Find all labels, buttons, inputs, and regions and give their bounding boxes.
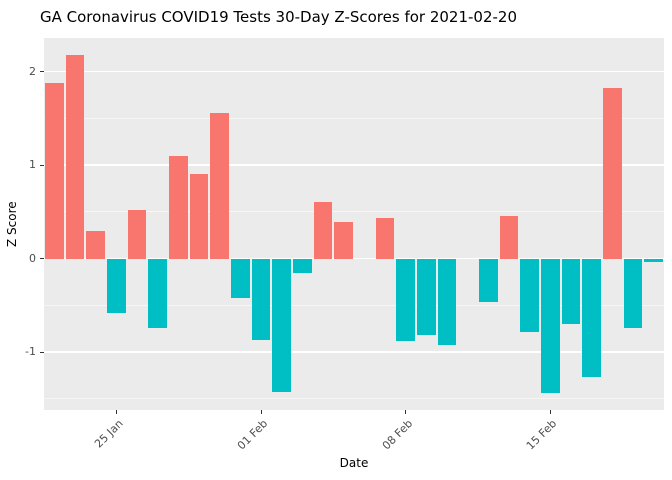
bar <box>127 209 147 259</box>
bar <box>148 258 167 328</box>
bar <box>45 82 64 259</box>
bar <box>375 218 395 259</box>
x-tick-mark <box>260 410 262 414</box>
bar <box>86 230 105 259</box>
bar <box>520 258 539 333</box>
bar <box>169 155 188 259</box>
bar <box>313 201 333 259</box>
y-tick-label: 2 <box>29 64 36 78</box>
bar <box>582 258 601 378</box>
y-tick-label: 0 <box>29 251 36 265</box>
gridline-major <box>44 351 664 353</box>
y-tick-mark <box>40 258 44 260</box>
y-tick-mark <box>40 164 44 166</box>
bar <box>499 215 519 259</box>
bar <box>107 258 126 313</box>
gridline-minor <box>44 117 664 119</box>
chart-title: GA Coronavirus COVID19 Tests 30-Day Z-Sc… <box>40 8 518 26</box>
x-tick-mark <box>115 410 117 414</box>
bar <box>623 258 643 328</box>
y-tick-mark <box>40 351 44 353</box>
bar <box>293 258 312 273</box>
bar <box>231 258 250 298</box>
y-tick-label: 1 <box>29 158 36 172</box>
gridline-major <box>44 70 664 73</box>
bar <box>210 112 229 259</box>
bar <box>272 258 291 393</box>
y-tick-mark <box>40 71 44 73</box>
bar <box>251 258 271 340</box>
bar <box>417 258 436 336</box>
gridline-major <box>44 164 664 166</box>
gridline-minor <box>44 398 664 400</box>
plot-panel <box>44 38 664 410</box>
gridline-major <box>44 257 664 260</box>
bar <box>396 258 415 341</box>
bar <box>644 258 663 263</box>
x-axis-title: Date <box>339 456 369 470</box>
bar <box>541 258 560 394</box>
bar <box>603 88 622 259</box>
bar <box>437 258 457 345</box>
bar <box>479 258 498 302</box>
bar <box>334 222 353 259</box>
gridline-minor <box>44 304 664 306</box>
x-tick-mark <box>549 410 551 414</box>
bar <box>561 258 581 324</box>
x-tick-mark <box>405 410 407 414</box>
y-tick-label: -1 <box>25 345 36 359</box>
bar <box>189 173 209 259</box>
bar <box>65 54 85 259</box>
gridline-minor <box>44 211 664 213</box>
